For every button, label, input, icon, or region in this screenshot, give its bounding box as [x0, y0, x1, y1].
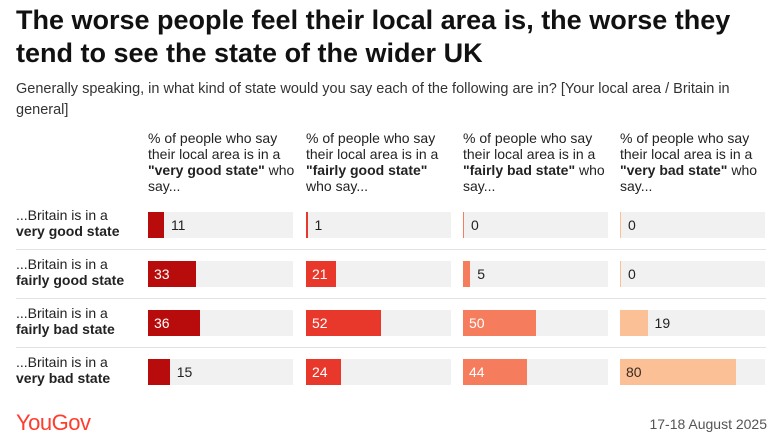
column-header-text: who say... — [306, 178, 368, 194]
survey-date: 17-18 August 2025 — [649, 416, 767, 432]
row-label-prefix: ...Britain is in a — [16, 207, 108, 223]
bar — [620, 261, 621, 287]
column-header-bold: "fairly bad state" — [463, 162, 576, 178]
column-header-2: % of people who say their local area is … — [306, 130, 456, 194]
bar-value-label: 50 — [469, 315, 485, 331]
column-header-text: % of people who say their local area is … — [306, 130, 439, 162]
bar-track — [620, 212, 765, 238]
bar — [148, 212, 164, 238]
bar-value-label: 0 — [471, 217, 479, 233]
bar-value-label: 44 — [469, 364, 485, 380]
column-header-bold: "very bad state" — [620, 162, 728, 178]
bar — [463, 359, 527, 385]
row-label-3: ...Britain is in a fairly bad state — [16, 305, 141, 337]
bar-value-label: 1 — [314, 217, 323, 233]
row-divider — [16, 249, 766, 250]
bar — [148, 310, 201, 336]
bar-value-label: 11 — [170, 217, 186, 233]
bar-track — [463, 212, 608, 238]
bar-track — [148, 359, 293, 385]
bar-value-label: 15 — [176, 364, 193, 380]
row-label-bold: very bad state — [16, 370, 111, 386]
column-header-text: % of people who say their local area is … — [620, 130, 753, 162]
bar-value-label: 33 — [154, 266, 170, 282]
bar-value-label: 0 — [628, 266, 636, 282]
column-header-4: % of people who say their local area is … — [620, 130, 770, 194]
column-header-text: % of people who say their local area is … — [148, 130, 281, 162]
row-label-prefix: ...Britain is in a — [16, 256, 108, 272]
chart-title: The worse people feel their local area i… — [16, 5, 731, 68]
column-header-text: who say... — [463, 162, 605, 194]
bar — [620, 212, 621, 238]
column-header-text: who say... — [148, 162, 295, 194]
row-label-4: ...Britain is in a very bad state — [16, 354, 141, 386]
bar-value-label: 19 — [654, 315, 671, 331]
row-label-prefix: ...Britain is in a — [16, 354, 108, 370]
bar-track — [463, 261, 608, 287]
row-label-2: ...Britain is in a fairly good state — [16, 256, 141, 288]
bar-value-label: 24 — [312, 364, 328, 380]
chart-subtitle: Generally speaking, in what kind of stat… — [16, 81, 730, 118]
bar — [463, 212, 464, 238]
row-divider — [16, 347, 766, 348]
bar — [306, 261, 337, 287]
row-divider — [16, 298, 766, 299]
bar — [306, 212, 308, 238]
bar — [306, 359, 341, 385]
row-label-1: ...Britain is in a very good state — [16, 207, 141, 239]
bar-track — [306, 212, 451, 238]
bar-value-label: 52 — [312, 315, 328, 331]
column-header-text: who say... — [620, 162, 758, 194]
column-header-bold: "very good state" — [148, 162, 265, 178]
bar-value-label: 36 — [154, 315, 170, 331]
bar — [463, 310, 536, 336]
bar — [306, 310, 382, 336]
row-label-prefix: ...Britain is in a — [16, 305, 108, 321]
bar-track — [148, 212, 293, 238]
bar — [148, 261, 196, 287]
bar — [148, 359, 170, 385]
row-label-bold: very good state — [16, 223, 120, 239]
bar-value-label: 21 — [312, 266, 328, 282]
bar-value-label: 0 — [628, 217, 636, 233]
column-header-3: % of people who say their local area is … — [463, 130, 613, 194]
bar-value-label: 80 — [626, 364, 642, 380]
column-header-1: % of people who say their local area is … — [148, 130, 298, 194]
bar-value-label: 5 — [477, 266, 486, 282]
column-header-text: % of people who say their local area is … — [463, 130, 596, 162]
column-header-bold: "fairly good state" — [306, 162, 428, 178]
bar — [620, 359, 736, 385]
row-label-bold: fairly good state — [16, 272, 125, 288]
yougov-logo: YouGov — [16, 410, 91, 435]
bar-track — [620, 261, 765, 287]
bar — [463, 261, 471, 287]
bar — [620, 310, 648, 336]
row-label-bold: fairly bad state — [16, 321, 115, 337]
